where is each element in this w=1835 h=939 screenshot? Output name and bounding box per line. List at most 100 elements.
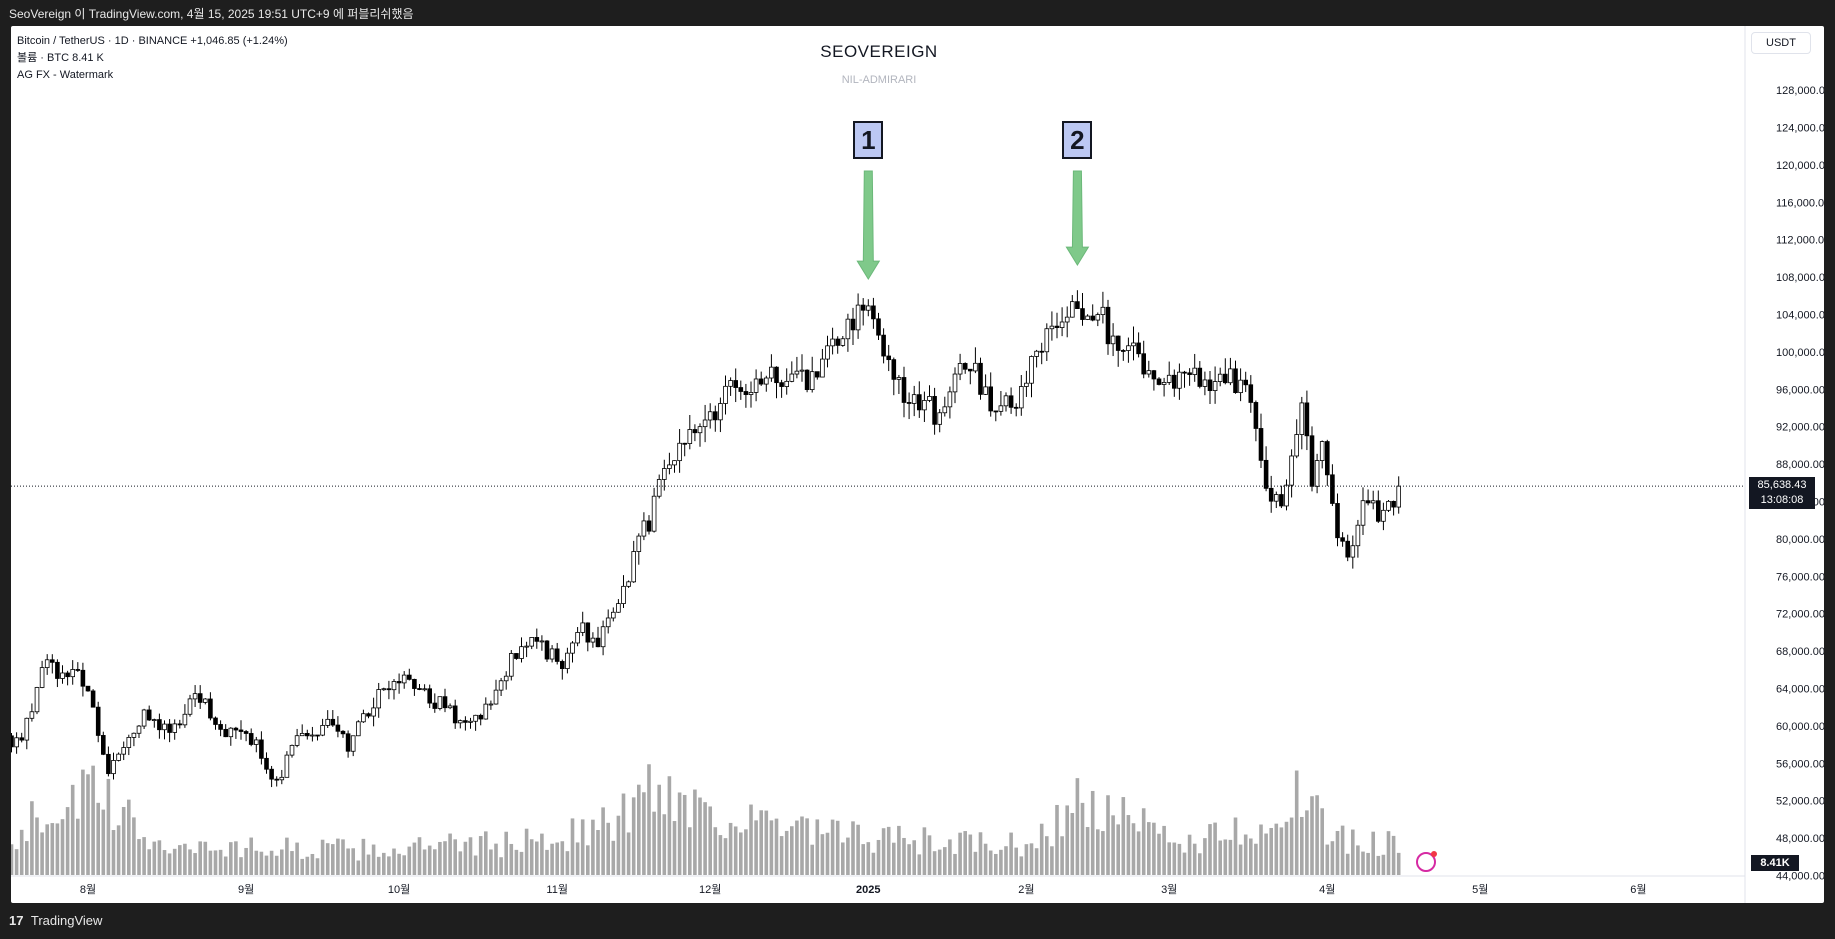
candle-body [748, 392, 754, 395]
candle-body [667, 464, 672, 469]
candle-body [1059, 321, 1065, 328]
candle-body [391, 681, 397, 691]
candle-body [891, 359, 897, 380]
volume-bar [1396, 852, 1401, 875]
volume-bar [1249, 838, 1253, 875]
volume-bar [637, 784, 641, 875]
volume-bar [1361, 851, 1365, 875]
volume-bar [968, 834, 973, 875]
volume-bar [106, 778, 111, 875]
volume-bar [606, 822, 610, 875]
candle-body [585, 622, 591, 643]
candle-body [769, 366, 774, 379]
volume-bar [1192, 843, 1197, 875]
volume-bar [540, 833, 544, 875]
candle-body [1161, 382, 1167, 385]
candle-body [764, 377, 769, 385]
volume-bar [208, 850, 213, 875]
volume-bar [642, 792, 646, 875]
indicator-legend[interactable]: AG FX - Watermark [17, 69, 114, 81]
candle-body [1314, 460, 1320, 487]
candle-body [605, 617, 611, 628]
volume-bar [157, 840, 162, 875]
volume-bar [555, 842, 559, 875]
candle-body [80, 669, 86, 687]
chart-panel[interactable]: 44,000.00 48,000.00 52,000.00 56,000.00 60,0… [11, 26, 1824, 903]
volume-bar [127, 799, 131, 875]
candle-body [442, 696, 448, 709]
candle-body [1319, 441, 1325, 461]
volume-bar [1284, 821, 1289, 875]
volume-bar [178, 845, 182, 875]
volume-bar [708, 806, 712, 875]
volume-bar [876, 839, 881, 875]
annotation-label-2[interactable]: 2 [1062, 121, 1093, 159]
volume-bar [427, 845, 432, 875]
volume-bar [514, 849, 519, 875]
volume-bar [1070, 813, 1075, 875]
volume-bar [718, 835, 723, 875]
volume-bar [535, 841, 539, 875]
volume-bar [866, 842, 871, 875]
candle-body [1126, 345, 1131, 351]
candle-body [1090, 315, 1096, 321]
volume-bar [198, 841, 202, 875]
volume-bar [183, 843, 187, 875]
volume-bar [825, 832, 830, 875]
candle-body [1085, 315, 1090, 320]
candle-body [50, 659, 55, 663]
volume-legend[interactable]: 볼륨 · BTC 8.41 K [17, 52, 104, 64]
candlestick-chart[interactable]: 44,000.00 48,000.00 52,000.00 56,000.00 60,0… [11, 26, 1824, 903]
tradingview-logo-icon[interactable]: 17 [9, 913, 24, 928]
volume-bar [25, 841, 29, 875]
volume-bar [1340, 825, 1345, 875]
volume-bar [774, 818, 779, 875]
volume-bar [315, 858, 320, 875]
volume-bar [749, 804, 753, 875]
volume-bar [468, 837, 473, 875]
y-tick-label: 128,000.00 [1776, 85, 1824, 97]
volume-bar [723, 838, 728, 875]
volume-bar [264, 855, 269, 875]
brand-name[interactable]: TradingView [30, 913, 103, 928]
candle-body [452, 705, 458, 724]
candle-body [299, 732, 305, 737]
candle-body [952, 373, 958, 393]
volume-bar [682, 794, 687, 875]
volume-bar [744, 829, 748, 875]
candle-body [809, 371, 815, 390]
candle-body [728, 380, 733, 387]
x-tick-label: 12월 [699, 883, 721, 896]
volume-bar [784, 830, 789, 875]
candle-body [1309, 435, 1315, 487]
volume-bar [11, 844, 14, 875]
candle-body [376, 689, 381, 709]
y-tick-label: 60,000.00 [1776, 721, 1824, 733]
volume-bar [331, 844, 335, 875]
currency-button[interactable]: USDT [1751, 32, 1811, 54]
annotation-label-1[interactable]: 1 [853, 121, 884, 159]
candle-body [396, 681, 402, 684]
volume-bar [815, 819, 820, 875]
volume-bar [453, 839, 457, 875]
symbol-legend[interactable]: Bitcoin / TetherUS · 1D · BINANCE +1,046… [17, 35, 288, 47]
candle-body [753, 378, 759, 393]
candle-body [279, 776, 285, 781]
candle-body [932, 396, 937, 425]
candle-body [626, 581, 631, 587]
y-tick-label: 88,000.00 [1776, 459, 1824, 471]
lightning-icon[interactable] [1416, 851, 1437, 872]
volume-bar [953, 853, 957, 875]
candle-body [774, 366, 779, 384]
volume-bar [218, 849, 223, 875]
volume-bar [91, 765, 95, 875]
candle-body [911, 394, 917, 404]
volume-bar [1024, 844, 1029, 875]
candle-body [1131, 342, 1136, 347]
volume-bar [152, 841, 157, 875]
candle-body [498, 680, 504, 691]
watermark-subtitle: NIL-ADMIRARI [841, 74, 917, 86]
candle-body [993, 410, 999, 413]
volume-bar [1300, 816, 1304, 875]
volume-bar [978, 832, 983, 875]
